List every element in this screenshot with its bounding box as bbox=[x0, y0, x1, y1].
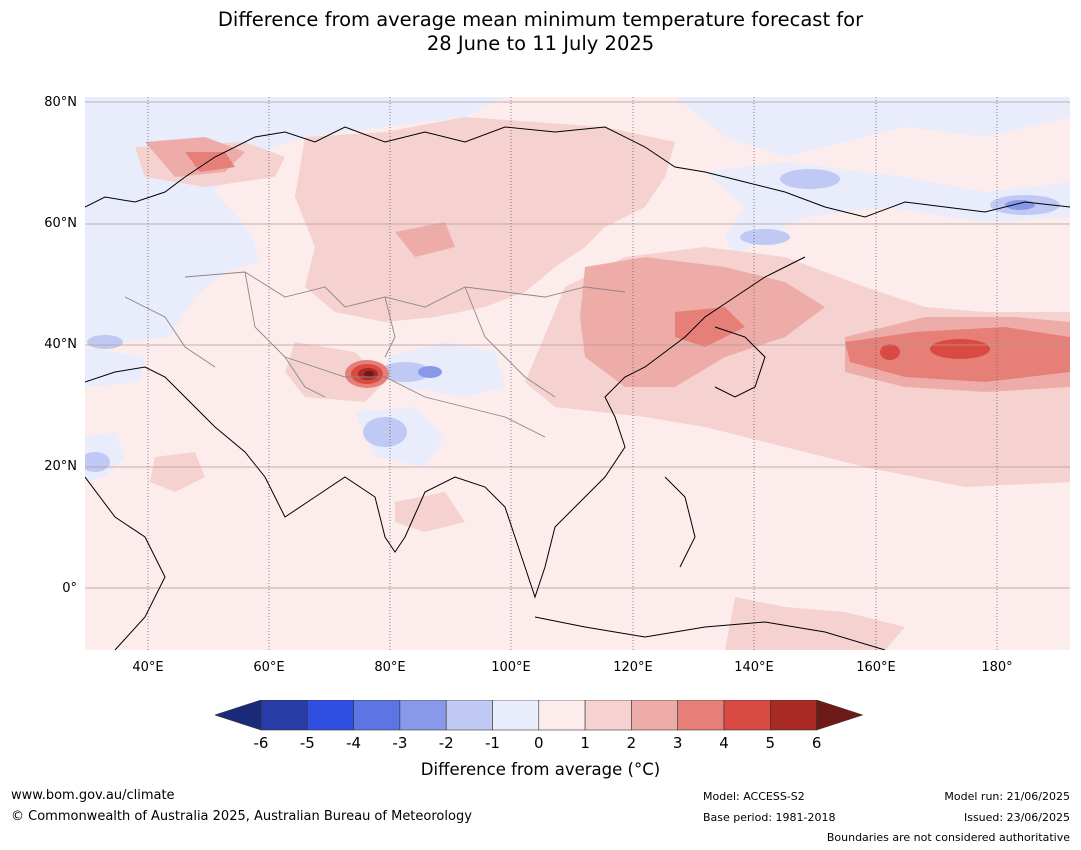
latitude-gridlines bbox=[85, 101, 1070, 589]
map-title: Difference from average mean minimum tem… bbox=[0, 8, 1081, 56]
colorbar-segment bbox=[353, 700, 401, 731]
warm-anomaly-siberia bbox=[295, 117, 675, 322]
colorbar-segment bbox=[723, 700, 771, 731]
footer-website: www.bom.gov.au/climate bbox=[11, 788, 175, 803]
footer-base-period: Base period: 1981-2018 bbox=[703, 811, 836, 824]
colorbar-segment bbox=[769, 700, 817, 731]
y-tick-80n: 80°N bbox=[44, 95, 77, 110]
colorbar-segment bbox=[492, 700, 540, 731]
colorbar-arrow-low bbox=[215, 700, 262, 731]
colorbar-tick-label: -2 bbox=[438, 734, 454, 752]
colorbar-label: Difference from average (°C) bbox=[420, 760, 661, 779]
map-canvas bbox=[85, 97, 1070, 650]
x-tick-100e: 100°E bbox=[491, 660, 531, 675]
colorbar-segment bbox=[584, 700, 632, 731]
colorbar-tick-label: 6 bbox=[811, 734, 822, 752]
cool-anomaly-tibet bbox=[385, 342, 505, 397]
colorbar-tick-label: -3 bbox=[392, 734, 408, 752]
x-tick-140e: 140°E bbox=[734, 660, 774, 675]
y-tick-0: 0° bbox=[62, 581, 77, 596]
colorbar-tick-label: 2 bbox=[626, 734, 637, 752]
x-tick-60e: 60°E bbox=[253, 660, 285, 675]
footer-issued: Issued: 23/06/2025 bbox=[963, 811, 1070, 824]
title-line-1: Difference from average mean minimum tem… bbox=[217, 8, 864, 31]
coastlines bbox=[85, 126, 1070, 650]
x-tick-40e: 40°E bbox=[132, 660, 164, 675]
x-tick-80e: 80°E bbox=[374, 660, 406, 675]
colorbar-segment bbox=[538, 700, 586, 731]
colorbar-tick-label: 0 bbox=[534, 734, 544, 752]
colorbar-segment bbox=[631, 700, 678, 731]
y-tick-60n: 60°N bbox=[44, 216, 77, 231]
colorbar-segment bbox=[307, 700, 354, 731]
colorbar-arrow-high bbox=[816, 700, 864, 731]
footer-copyright: © Commonwealth of Australia 2025, Austra… bbox=[11, 809, 472, 824]
y-tick-20n: 20°N bbox=[44, 459, 77, 474]
colorbar-tick-label: 4 bbox=[719, 734, 729, 752]
colorbar-tick-label: 1 bbox=[580, 734, 590, 752]
colorbar-segment bbox=[677, 700, 725, 731]
footer-disclaimer: Boundaries are not considered authoritat… bbox=[826, 831, 1070, 844]
footer-model-run: Model run: 21/06/2025 bbox=[944, 790, 1070, 803]
cool-anomaly-northeast bbox=[675, 97, 1070, 157]
colorbar-tick-label: 5 bbox=[765, 734, 776, 752]
colorbar-tick-label: -6 bbox=[253, 734, 269, 752]
x-tick-160e: 160°E bbox=[856, 660, 896, 675]
y-tick-40n: 40°N bbox=[44, 337, 77, 352]
colorbar-segment bbox=[260, 700, 308, 731]
colorbar-tick-label: -5 bbox=[299, 734, 315, 752]
colorbar-tick-label: -4 bbox=[346, 734, 362, 752]
colorbar-segment bbox=[399, 700, 447, 731]
colorbar bbox=[215, 700, 864, 731]
colorbar-tick-label: 3 bbox=[672, 734, 683, 752]
x-tick-180: 180° bbox=[981, 660, 1013, 675]
footer-model: Model: ACCESS-S2 bbox=[703, 790, 805, 803]
title-line-2: 28 June to 11 July 2025 bbox=[426, 32, 655, 55]
x-tick-120e: 120°E bbox=[613, 660, 653, 675]
colorbar-tick-label: -1 bbox=[485, 734, 500, 752]
temperature-anomaly-map bbox=[85, 97, 1070, 650]
colorbar-segment bbox=[445, 700, 493, 731]
country-boundaries bbox=[124, 271, 626, 438]
